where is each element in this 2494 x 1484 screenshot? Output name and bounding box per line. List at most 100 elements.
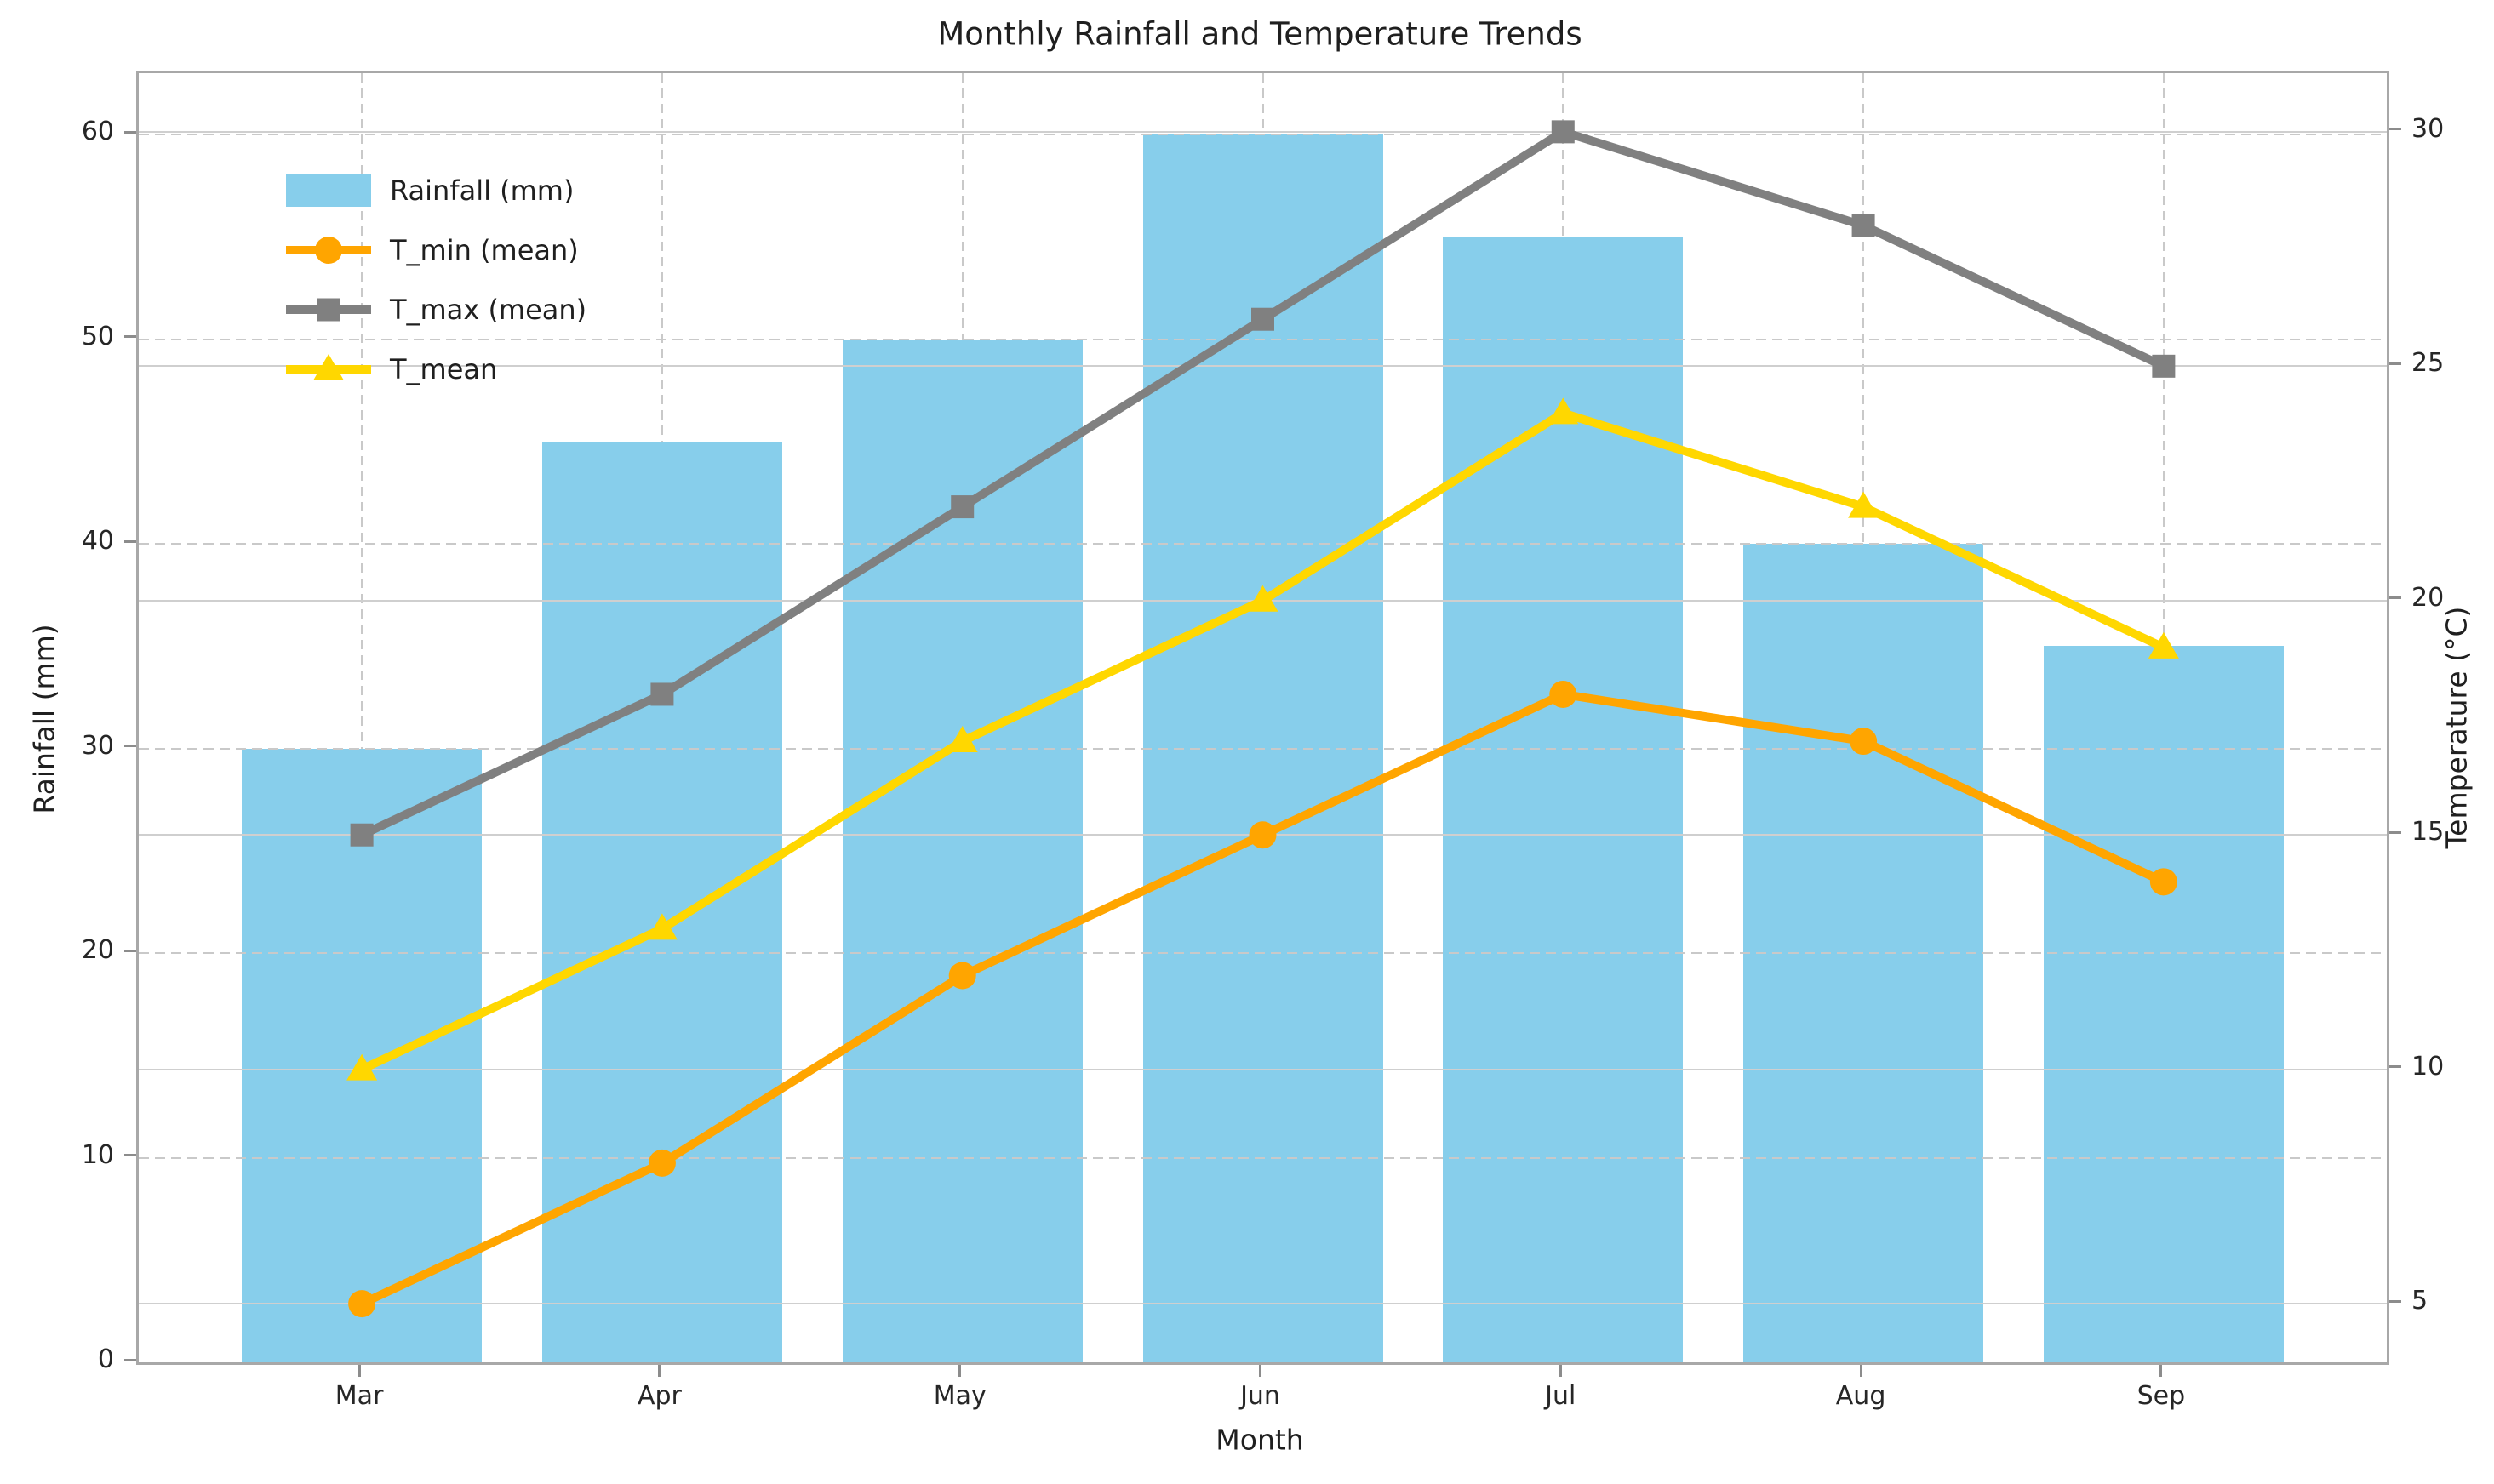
legend-bar-patch: [286, 174, 371, 207]
x-tick-label: May: [933, 1381, 987, 1411]
triangle-marker: [1247, 585, 1278, 612]
y-tick-left: [124, 539, 136, 543]
triangle-marker: [947, 726, 978, 753]
chart-title: Monthly Rainfall and Temperature Trends: [937, 15, 1582, 53]
y-tick-label-left: 60: [81, 117, 114, 147]
x-tick: [1559, 1365, 1562, 1377]
triangle-marker: [346, 1053, 378, 1081]
circle-marker: [348, 1290, 376, 1318]
gridline-temperature: [139, 130, 2387, 133]
x-tick-label: Jun: [1240, 1381, 1280, 1411]
y-tick-left: [124, 335, 136, 339]
square-icon: [317, 298, 340, 322]
x-tick-label: Jul: [1545, 1381, 1576, 1411]
y-tick-label-right: 30: [2411, 113, 2445, 144]
x-tick-label: Sep: [2136, 1381, 2186, 1411]
line-swatch: [286, 232, 371, 268]
circle-icon: [315, 237, 342, 264]
circle-marker: [1850, 728, 1878, 756]
x-axis-label: Month: [1216, 1423, 1304, 1457]
y-tick-left: [124, 949, 136, 952]
legend-label: Rainfall (mm): [390, 174, 575, 207]
y-tick-label-left: 50: [81, 321, 114, 351]
circle-marker: [648, 1149, 676, 1177]
rainfall-bar: [541, 441, 782, 1362]
y-tick-label-left: 0: [97, 1344, 114, 1374]
y-tick-label-right: 15: [2411, 817, 2445, 848]
y-tick-label-right: 20: [2411, 582, 2445, 613]
circle-marker: [2149, 868, 2177, 896]
gridline-rainfall: [139, 338, 2387, 340]
x-tick: [658, 1365, 661, 1377]
legend-label: T_max (mean): [390, 294, 587, 326]
triangle-icon: [313, 354, 344, 380]
y-tick-label-left: 10: [81, 1139, 114, 1170]
y-tick-right: [2389, 1065, 2401, 1069]
gridline-vertical: [361, 73, 363, 1362]
y-axis-label-left: Rainfall (mm): [27, 624, 61, 814]
circle-marker: [948, 962, 976, 990]
y-tick-label-right: 5: [2411, 1286, 2428, 1316]
y-tick-right: [2389, 128, 2401, 131]
square-marker: [350, 823, 374, 847]
line-swatch: [286, 292, 371, 328]
gridline-rainfall: [139, 134, 2387, 136]
legend-item-rainfall-mm-: Rainfall (mm): [286, 161, 574, 220]
triangle-marker: [313, 354, 344, 380]
square-marker: [650, 682, 674, 706]
square-marker: [1251, 307, 1274, 331]
legend-item-t_min-mean-: T_min (mean): [286, 220, 579, 280]
plot-area: Rainfall (mm) T_min (mean) T_max (mean) T_m…: [136, 71, 2389, 1365]
series-line-t_min-mean-: [358, 689, 2168, 1309]
legend-item-t_max-mean-: T_max (mean): [286, 280, 586, 340]
triangle-marker: [1848, 491, 1879, 518]
triangle-marker: [646, 913, 678, 940]
circle-marker: [1549, 680, 1577, 708]
x-tick: [1859, 1365, 1862, 1377]
y-tick-right: [2389, 830, 2401, 834]
y-tick-right: [2389, 596, 2401, 600]
gridline-temperature: [139, 365, 2387, 368]
legend-label: T_mean: [390, 353, 498, 385]
y-tick-label-right: 10: [2411, 1051, 2445, 1082]
legend-item-t_mean: T_mean: [286, 340, 497, 399]
x-tick: [358, 1365, 361, 1377]
square-marker: [1851, 214, 1875, 237]
line-swatch: [286, 351, 371, 387]
gridline-temperature: [139, 1068, 2387, 1070]
series-line-t_mean: [358, 408, 2168, 1074]
y-tick-right: [2389, 362, 2401, 365]
line-series-layer: [346, 120, 2179, 1318]
x-tick-label: Mar: [335, 1381, 384, 1411]
x-tick: [2159, 1365, 2163, 1377]
y-tick-left: [124, 1154, 136, 1157]
y-tick-label-right: 25: [2411, 348, 2445, 379]
y-tick-right: [2389, 1299, 2401, 1303]
x-tick-label: Aug: [1835, 1381, 1886, 1411]
square-marker: [1551, 120, 1575, 144]
gridline-rainfall: [139, 747, 2387, 750]
y-tick-left: [124, 130, 136, 134]
triangle-marker: [1547, 397, 1579, 425]
y-tick-label-left: 40: [81, 526, 114, 556]
gridline-temperature: [139, 1303, 2387, 1305]
bar-swatch: [286, 173, 371, 208]
circle-marker: [315, 237, 342, 264]
x-tick: [958, 1365, 962, 1377]
y-tick-label-left: 30: [81, 730, 114, 761]
rainfall-bar: [1443, 237, 1684, 1362]
gridline-rainfall: [139, 952, 2387, 955]
triangle-marker: [2148, 631, 2179, 659]
y-tick-label-left: 20: [81, 935, 114, 966]
y-tick-left: [124, 745, 136, 748]
gridline-rainfall: [139, 543, 2387, 545]
circle-marker: [1249, 821, 1277, 849]
legend-label: T_min (mean): [390, 234, 579, 266]
square-marker: [317, 298, 340, 322]
legend: Rainfall (mm) T_min (mean) T_max (mean) T_m…: [286, 161, 831, 408]
x-tick-label: Apr: [637, 1381, 682, 1411]
gridline-rainfall: [139, 1156, 2387, 1159]
square-marker: [951, 495, 975, 519]
square-marker: [2152, 354, 2176, 378]
